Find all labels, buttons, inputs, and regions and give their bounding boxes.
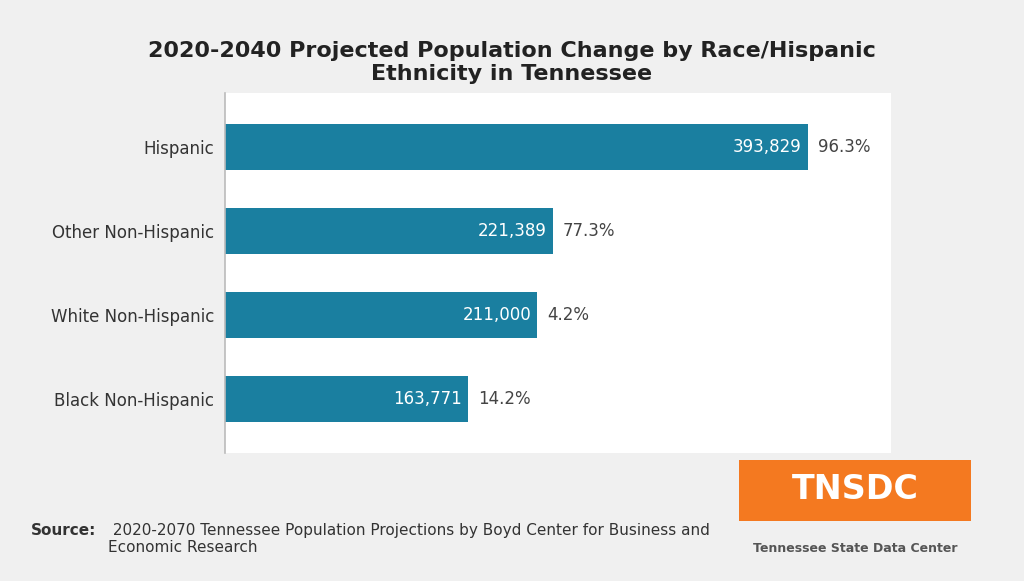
Text: 96.3%: 96.3% [818,138,870,156]
Text: 221,389: 221,389 [478,222,547,240]
FancyBboxPatch shape [739,460,971,521]
Text: 2020-2070 Tennessee Population Projections by Boyd Center for Business and
Econo: 2020-2070 Tennessee Population Projectio… [108,523,710,555]
Text: 211,000: 211,000 [463,306,531,324]
Bar [225,376,468,422]
Text: 163,771: 163,771 [393,390,462,408]
Text: 4.2%: 4.2% [548,306,590,324]
Text: 77.3%: 77.3% [563,222,615,240]
Text: 2020-2040 Projected Population Change by Race/Hispanic
Ethnicity in Tennessee: 2020-2040 Projected Population Change by… [148,41,876,84]
Text: 393,829: 393,829 [733,138,802,156]
Text: 14.2%: 14.2% [478,390,530,408]
Bar [225,292,538,338]
Text: Tennessee State Data Center: Tennessee State Data Center [753,542,957,555]
Text: TNSDC: TNSDC [792,474,919,506]
Bar [225,208,553,254]
Bar [225,124,808,170]
Text: Source:: Source: [31,523,96,538]
